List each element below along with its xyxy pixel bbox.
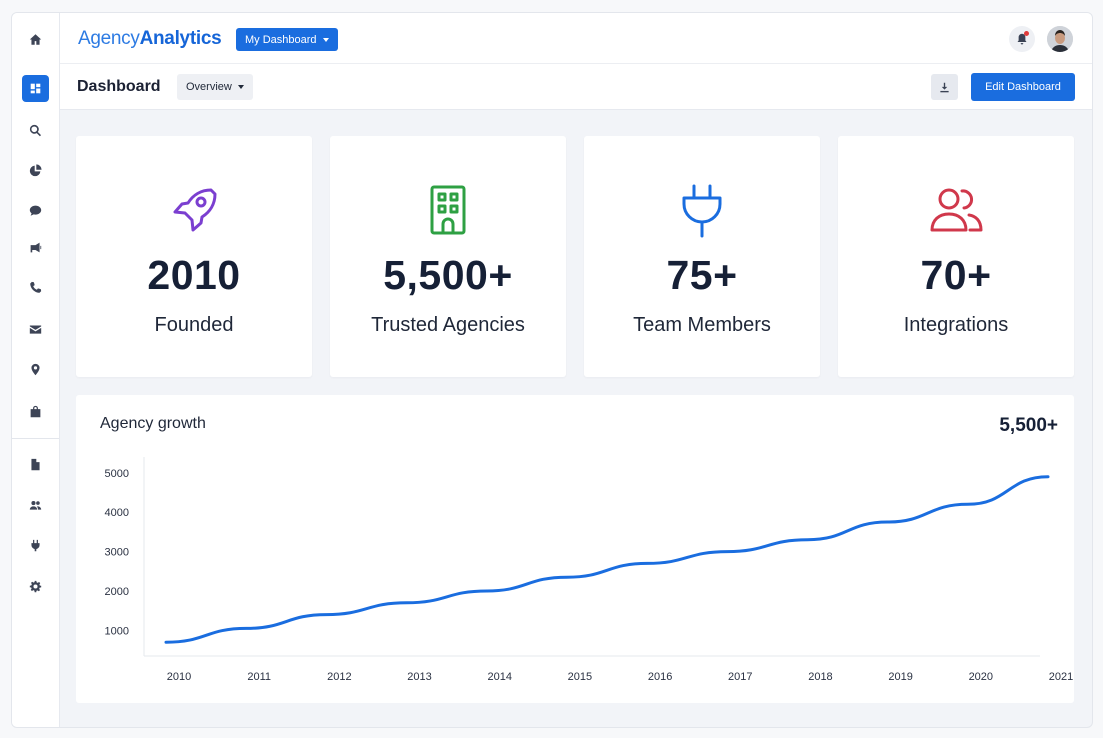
sidebar-divider <box>12 438 59 439</box>
stat-label: Trusted Agencies <box>371 314 525 336</box>
x-tick-label: 2011 <box>247 671 271 683</box>
search-icon <box>29 124 42 136</box>
sidebar <box>12 13 60 727</box>
sidebar-item-home[interactable] <box>12 25 59 53</box>
page-header: Dashboard Overview Edit Dashboard <box>60 64 1092 110</box>
line-chart: 1000 2000 3000 4000 5000 2010 2011 2012 2013 2014… <box>105 457 1073 683</box>
app-logo[interactable]: AgencyAnalytics <box>78 28 222 49</box>
chart-total: 5,500+ <box>999 415 1058 436</box>
overview-select[interactable]: Overview <box>177 74 253 100</box>
x-tick-label: 2018 <box>808 671 832 683</box>
x-tick-label: 2012 <box>327 671 351 683</box>
bell-icon <box>1017 33 1027 45</box>
app-window: AgencyAnalytics My Dashboard Dashboard O… <box>11 12 1093 728</box>
sidebar-item-documents[interactable] <box>12 450 59 478</box>
dashboard-icon <box>30 83 41 93</box>
sidebar-item-reports[interactable] <box>12 156 59 184</box>
page-title: Dashboard <box>77 78 161 95</box>
building-icon <box>430 185 466 235</box>
series-line <box>164 475 1050 644</box>
x-tick-label: 2016 <box>648 671 672 683</box>
mail-icon <box>29 324 42 334</box>
x-tick-label: 2021 <box>1049 671 1073 683</box>
download-button[interactable] <box>931 74 958 100</box>
sidebar-item-ecommerce[interactable] <box>12 397 59 425</box>
stat-card-agencies: 5,500+ Trusted Agencies <box>330 136 566 377</box>
x-tick-label: 2010 <box>167 671 191 683</box>
stat-label: Founded <box>154 314 234 336</box>
stat-value: 75+ <box>666 252 738 298</box>
gear-icon <box>29 580 42 592</box>
download-icon <box>940 82 949 92</box>
stat-label: Team Members <box>633 314 771 336</box>
location-pin-icon <box>31 363 40 375</box>
shopping-bag-icon <box>30 405 41 417</box>
x-tick-label: 2017 <box>728 671 752 683</box>
x-tick-label: 2015 <box>568 671 592 683</box>
x-tick-label: 2013 <box>407 671 431 683</box>
rocket-icon <box>173 188 217 232</box>
sidebar-item-chat[interactable] <box>12 196 59 224</box>
chevron-down-icon <box>322 37 329 42</box>
sidebar-item-campaigns[interactable] <box>12 233 59 261</box>
y-tick-label: 4000 <box>105 507 129 519</box>
users-icon <box>930 188 983 232</box>
x-tick-label: 2020 <box>969 671 993 683</box>
stat-card-team: 75+ Team Members <box>584 136 820 377</box>
x-tick-label: 2014 <box>487 671 511 683</box>
chevron-down-icon <box>237 85 244 89</box>
dashboard-select[interactable]: My Dashboard <box>236 28 338 51</box>
dashboard-select-label: My Dashboard <box>245 33 317 46</box>
sidebar-item-local[interactable] <box>12 355 59 383</box>
megaphone-icon <box>30 242 42 252</box>
plug-icon <box>31 539 40 551</box>
sidebar-item-settings[interactable] <box>12 572 59 600</box>
edit-dashboard-button[interactable]: Edit Dashboard <box>971 73 1075 101</box>
agency-growth-chart: Agency growth 5,500+ 1000 2000 3000 4000 500… <box>76 395 1074 703</box>
notifications-button[interactable] <box>1009 26 1035 52</box>
users-icon <box>29 500 42 510</box>
plug-icon <box>682 184 722 238</box>
sidebar-item-dashboard[interactable] <box>12 74 59 102</box>
y-tick-label: 3000 <box>105 547 129 559</box>
sidebar-item-email[interactable] <box>12 315 59 343</box>
phone-icon <box>30 281 42 293</box>
sidebar-item-calls[interactable] <box>12 273 59 301</box>
stat-label: Integrations <box>903 314 1009 336</box>
user-avatar-icon <box>1047 26 1073 52</box>
chart-title: Agency growth <box>100 415 206 432</box>
y-tick-label: 2000 <box>105 586 129 598</box>
y-tick-label: 5000 <box>105 468 129 480</box>
document-icon <box>31 458 40 470</box>
stat-value: 70+ <box>920 252 992 298</box>
stat-card-integrations: 70+ Integrations <box>838 136 1074 377</box>
sidebar-item-search[interactable] <box>12 116 59 144</box>
sidebar-item-integrations[interactable] <box>12 531 59 559</box>
stat-card-founded: 2010 Founded <box>76 136 312 377</box>
stat-value: 2010 <box>147 252 241 298</box>
y-tick-label: 1000 <box>105 625 129 637</box>
avatar[interactable] <box>1047 26 1073 52</box>
pie-chart-icon <box>29 163 42 176</box>
sidebar-item-users[interactable] <box>12 491 59 519</box>
home-icon <box>29 33 42 45</box>
stat-value: 5,500+ <box>383 252 513 298</box>
top-bar: AgencyAnalytics My Dashboard <box>60 13 1092 64</box>
chat-icon <box>29 205 42 216</box>
notification-dot <box>1024 31 1029 36</box>
x-tick-label: 2019 <box>888 671 912 683</box>
overview-select-label: Overview <box>186 81 232 93</box>
